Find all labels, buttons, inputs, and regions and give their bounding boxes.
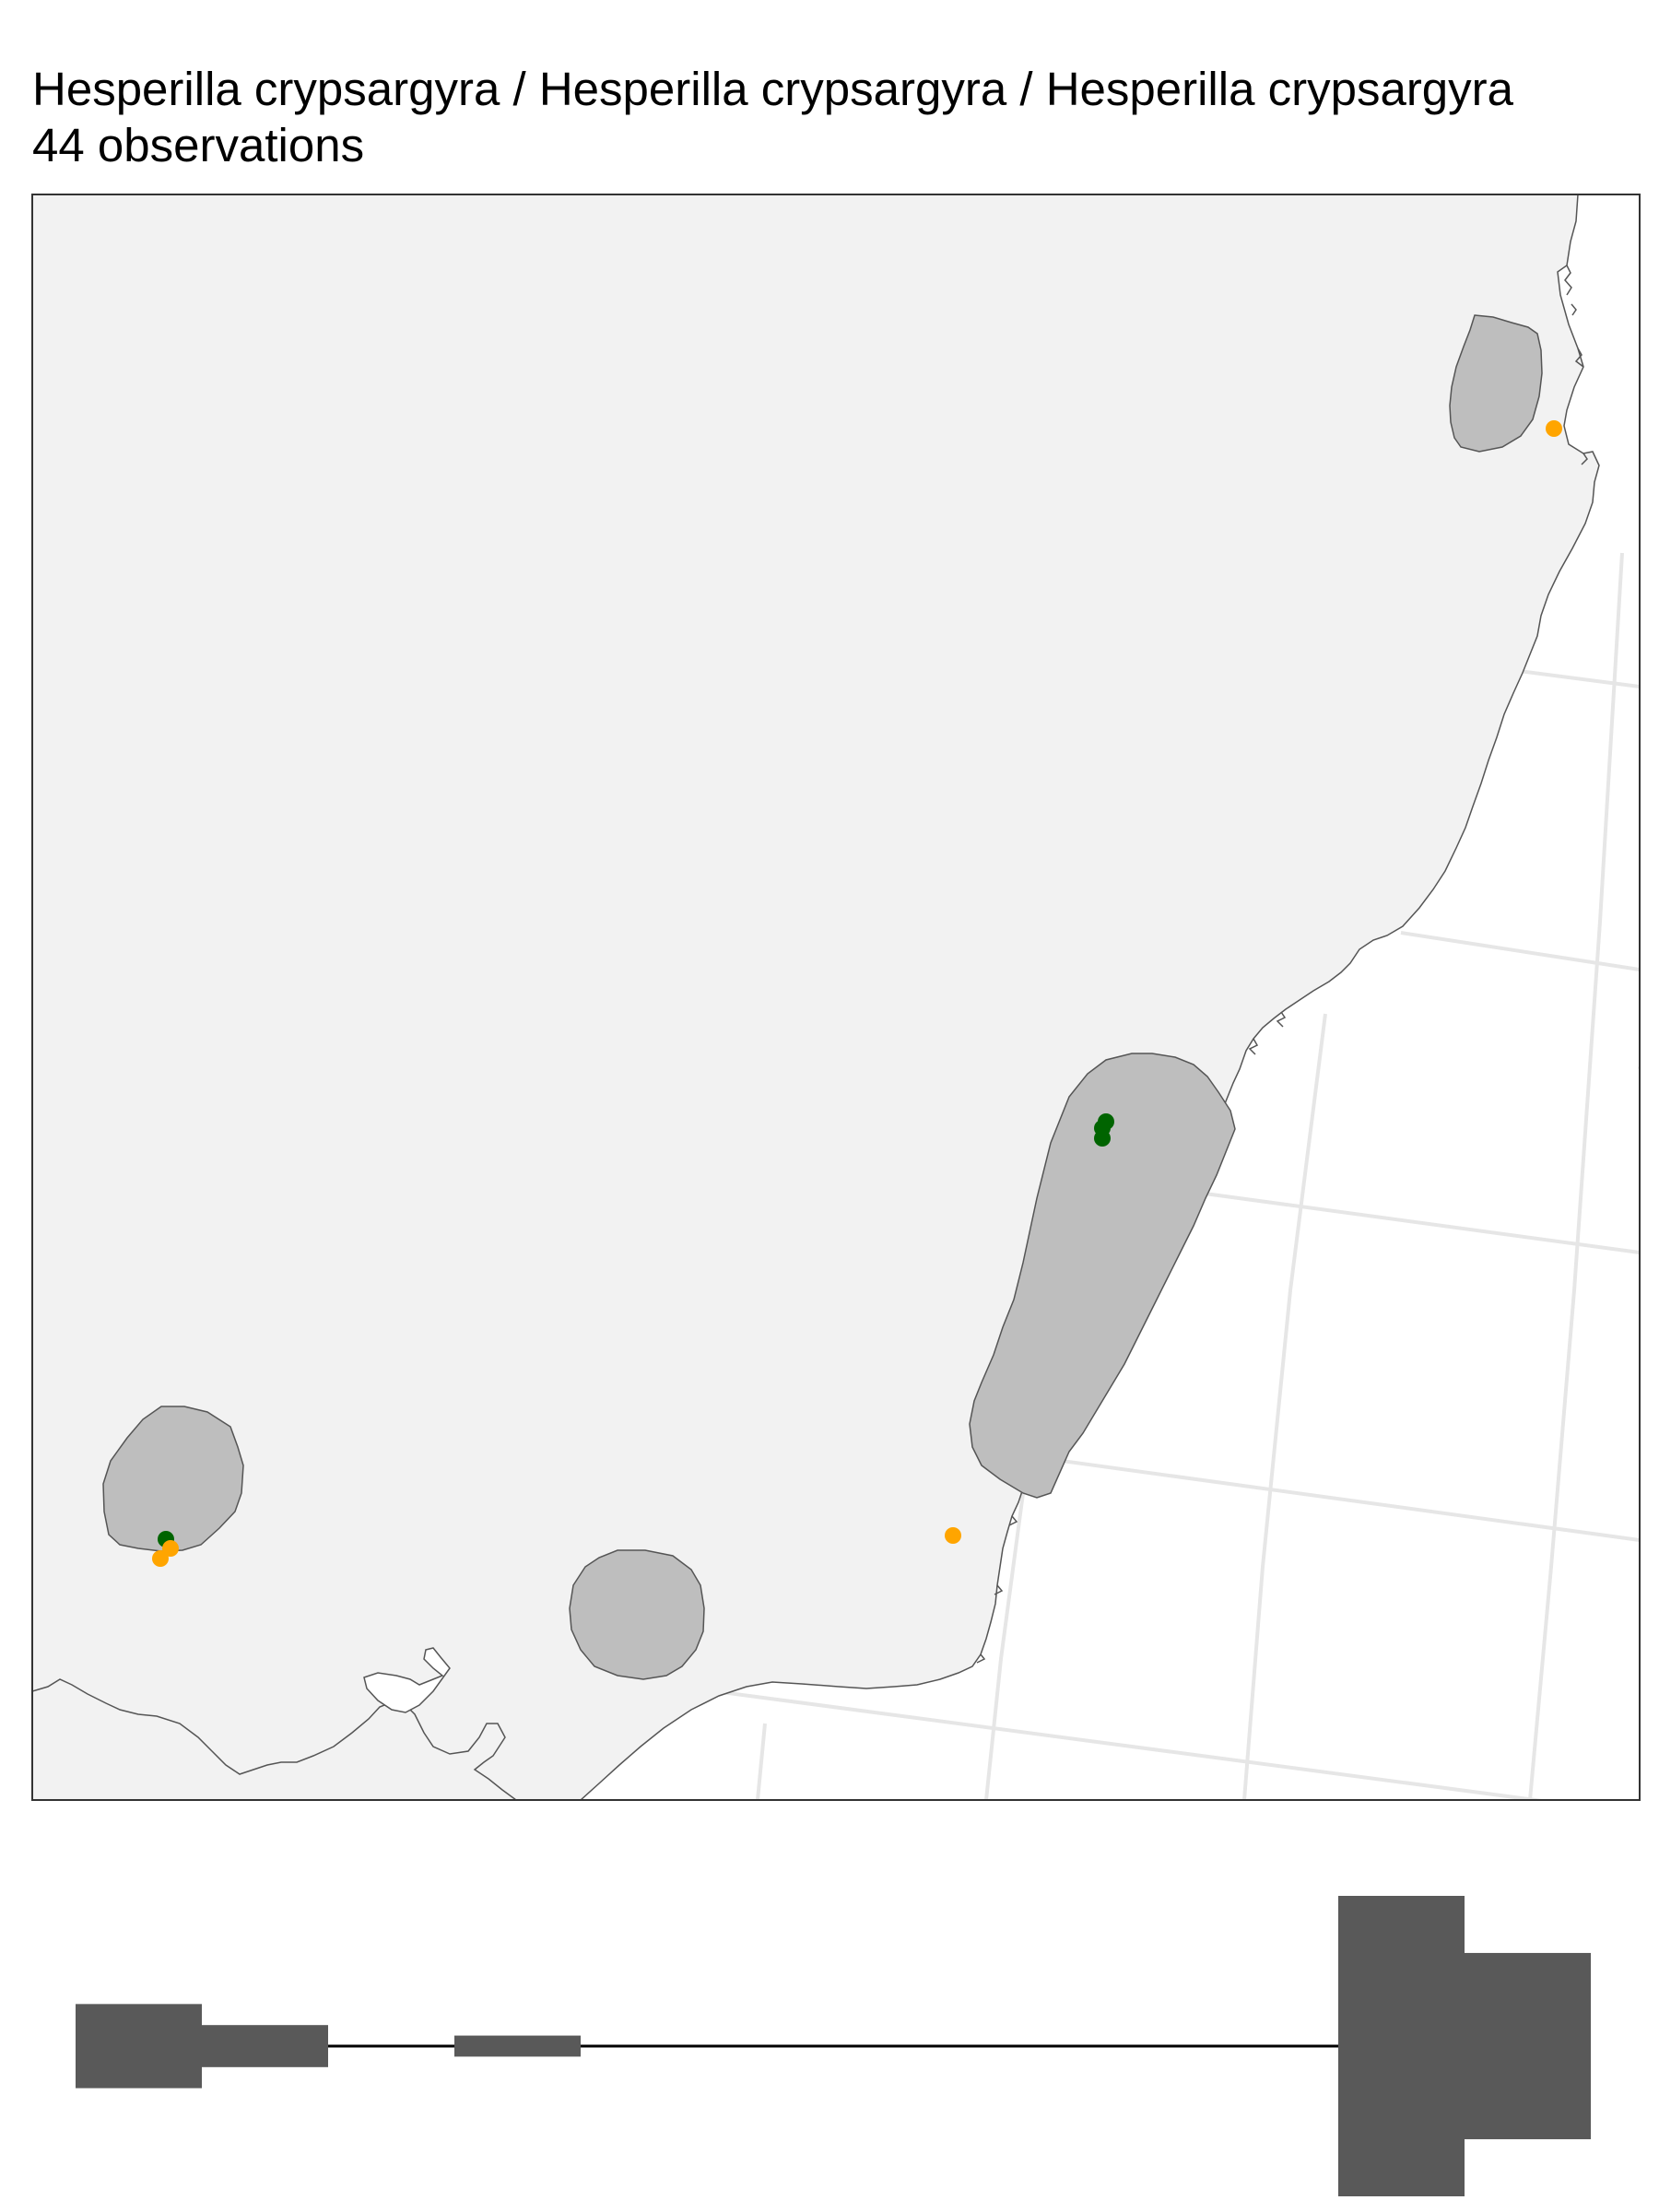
phenology-bar-month-2 xyxy=(202,2025,328,2067)
title-block: Hesperilla crypsargyra / Hesperilla cryp… xyxy=(32,61,1513,173)
range-polygon-west xyxy=(102,1406,244,1552)
port-phillip-bay xyxy=(363,1647,451,1713)
map-frame xyxy=(31,194,1641,1801)
map-panel xyxy=(32,194,1640,1800)
graticule xyxy=(86,552,1640,1800)
graticule-line xyxy=(1400,931,1640,971)
obs-west-orange-1 xyxy=(162,1540,179,1557)
obs-southeast-orange xyxy=(945,1527,961,1544)
observations xyxy=(152,420,1562,1567)
phenology-bars xyxy=(76,1896,1591,2196)
phenology-bar-month-1 xyxy=(76,2004,202,2088)
phenology-bar-month-12 xyxy=(1465,1952,1591,2140)
range-polygons xyxy=(102,314,1543,1680)
graticule-line xyxy=(1041,1456,1640,1542)
observation-count: 44 observations xyxy=(32,119,365,171)
obs-northeast-orange xyxy=(1546,420,1562,437)
graticule-line xyxy=(1242,1013,1327,1800)
graticule-line xyxy=(756,1723,767,1800)
graticule-line xyxy=(644,1680,1550,1800)
range-polygon-central-coast xyxy=(969,1053,1236,1499)
obs-west-orange-2 xyxy=(152,1550,169,1567)
obs-central-green-3 xyxy=(1094,1130,1111,1147)
phenology-bar-month-11 xyxy=(1338,1896,1465,2196)
graticule-line xyxy=(1518,669,1640,688)
range-polygon-south xyxy=(569,1549,705,1680)
graticule-line xyxy=(1197,1191,1640,1254)
range-polygon-northeast xyxy=(1449,314,1543,453)
graticule-line xyxy=(984,1465,1029,1800)
map-title: Hesperilla crypsargyra / Hesperilla cryp… xyxy=(32,63,1514,115)
phenology-bar-month-4 xyxy=(454,2035,581,2057)
graticule-line xyxy=(1528,552,1624,1800)
